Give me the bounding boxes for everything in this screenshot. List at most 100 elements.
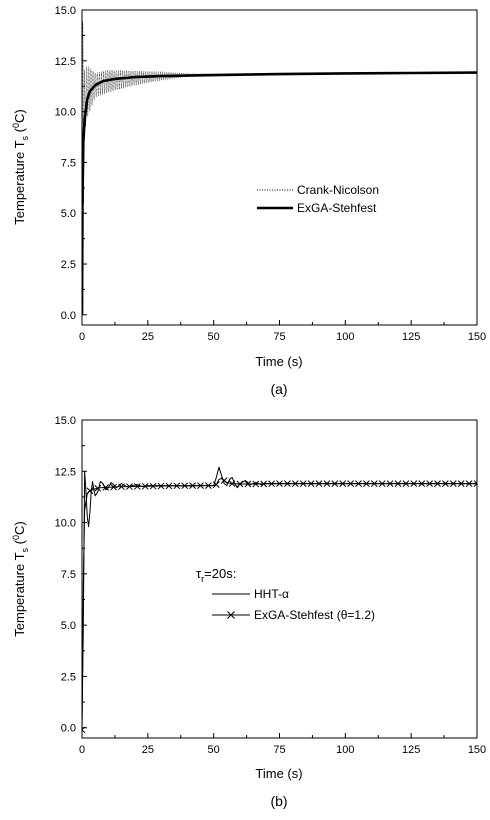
- chart-b-marker-exga-stehfest-1-2: [110, 483, 117, 491]
- chart-b-marker-exga-stehfest-1-2: [268, 480, 275, 488]
- chart-b-marker-exga-stehfest-1-2: [331, 480, 339, 487]
- chart-b-marker-exga-stehfest-1-2: [434, 480, 441, 487]
- chart-b-marker-exga-stehfest-1-2: [394, 480, 402, 487]
- chart-b-marker-exga-stehfest-1-2: [363, 480, 370, 487]
- chart-a-x-tick-label: 75: [273, 331, 285, 343]
- chart-a-x-tick-label: 150: [468, 331, 486, 343]
- chart-b-caption: (b): [270, 793, 287, 809]
- chart-b-y-tick-label: 2.5: [61, 671, 76, 683]
- chart-b-marker-exga-stehfest-1-2: [102, 484, 110, 491]
- chart-b-x-tick-label: 50: [208, 744, 220, 756]
- chart-b-x-tick-label: 150: [468, 744, 486, 756]
- chart-b-marker-exga-stehfest-1-2: [315, 480, 323, 487]
- chart-b-marker-exga-stehfest-1-2: [141, 482, 149, 490]
- chart-b-marker-exga-stehfest-1-2: [149, 482, 157, 490]
- chart-a: 0 25 50 75 100 125 150 0.0 2.5 5.0 7.5 10.0 12.5 15.…: [11, 5, 486, 397]
- chart-a-x-tick-label: 50: [208, 331, 220, 343]
- chart-b-marker-exga-stehfest-1-2: [157, 482, 165, 490]
- chart-b-marker-exga-stehfest-1-2: [410, 480, 418, 487]
- chart-b-marker-exga-stehfest-1-2: [173, 482, 181, 490]
- chart-b-marker-exga-stehfest-1-2: [284, 480, 291, 487]
- chart-b-marker-exga-stehfest-1-2: [378, 480, 386, 487]
- chart-b-marker-exga-stehfest-1-2: [165, 482, 173, 490]
- chart-b-series: [82, 466, 477, 734]
- chart-b-marker-exga-stehfest-1-2: [370, 480, 378, 487]
- chart-a-legend: Crank-Nicolson ExGA-Stehfest: [257, 183, 379, 215]
- chart-b: 0 25 50 75 100 125 150 0.0 2.5 5.0 7.5 10.0 12.5 15.…: [11, 415, 486, 809]
- chart-b-x-tick-label: 100: [336, 744, 354, 756]
- chart-b-marker-exga-stehfest-1-2: [355, 480, 362, 487]
- chart-a-y-axis-label: Temperature Ts (0C): [11, 109, 30, 224]
- chart-b-marker-exga-stehfest-1-2: [220, 477, 228, 484]
- chart-b-x-tick-label: 25: [142, 744, 154, 756]
- chart-b-x-ticks: 0 25 50 75 100 125 150: [79, 733, 486, 756]
- chart-b-y-tick-label: 10.0: [55, 518, 76, 530]
- chart-a-x-tick-label: 125: [402, 331, 420, 343]
- chart-b-marker-exga-stehfest-1-2: [236, 480, 244, 488]
- chart-b-marker-exga-stehfest-1-2: [94, 484, 102, 492]
- chart-a-x-axis-label: Time (s): [255, 354, 302, 369]
- chart-a-y-tick-label: 7.5: [61, 157, 76, 169]
- chart-b-marker-exga-stehfest-1-2: [228, 480, 236, 487]
- chart-a-series: [82, 21, 477, 315]
- chart-b-marker-exga-stehfest-1-2: [323, 480, 331, 487]
- chart-b-y-tick-label: 7.5: [61, 569, 76, 581]
- chart-a-x-tick-label: 0: [79, 331, 85, 343]
- chart-b-y-tick-label: 5.0: [61, 620, 76, 632]
- chart-a-legend-exga-stehfest: ExGA-Stehfest: [297, 201, 377, 215]
- chart-a-y-tick-label: 12.5: [55, 56, 76, 68]
- chart-b-marker-exga-stehfest-1-2: [212, 481, 220, 488]
- chart-b-marker-exga-stehfest-1-2: [465, 480, 473, 487]
- chart-b-marker-exga-stehfest-1-2: [133, 483, 141, 490]
- chart-b-marker-exga-stehfest-1-2: [244, 480, 252, 488]
- chart-b-marker-exga-stehfest-1-2: [86, 487, 94, 495]
- chart-a-y-tick-label: 10.0: [55, 107, 76, 119]
- chart-b-marker-exga-stehfest-1-2: [442, 480, 449, 487]
- chart-b-plot-frame: [81, 419, 478, 739]
- chart-a-x-tick-label: 100: [336, 331, 354, 343]
- chart-b-x-tick-label: 125: [402, 744, 420, 756]
- chart-a-y-tick-label: 2.5: [61, 259, 76, 271]
- chart-b-x-tick-label: 0: [79, 744, 85, 756]
- chart-b-marker-exga-stehfest-1-2: [260, 480, 268, 488]
- chart-b-marker-exga-stehfest-1-2: [449, 480, 457, 487]
- chart-b-legend-marker: [227, 611, 235, 619]
- chart-b-marker-exga-stehfest-1-2: [291, 480, 299, 487]
- chart-b-annotation: τr=20s:: [196, 566, 236, 584]
- chart-b-marker-exga-stehfest-1-2: [126, 483, 133, 490]
- chart-a-y-tick-label: 0.0: [61, 310, 76, 322]
- chart-b-legend-hht-alpha: HHT-α: [254, 587, 289, 601]
- chart-b-marker-exga-stehfest-1-2: [299, 480, 307, 487]
- chart-b-marker-exga-stehfest-1-2: [386, 480, 394, 487]
- chart-b-marker-exga-stehfest-1-2: [307, 480, 315, 487]
- chart-b-y-tick-label: 12.5: [55, 466, 76, 478]
- chart-b-y-tick-label: 15.0: [55, 415, 76, 427]
- chart-b-marker-exga-stehfest-1-2: [252, 480, 260, 488]
- chart-b-legend-exga-stehfest: ExGA-Stehfest (θ=1.2): [254, 608, 375, 622]
- chart-a-y-tick-label: 5.0: [61, 208, 76, 220]
- chart-b-marker-exga-stehfest-1-2: [347, 480, 354, 487]
- chart-b-marker-exga-stehfest-1-2: [473, 480, 477, 487]
- chart-b-marker-exga-stehfest-1-2: [205, 482, 212, 490]
- chart-b-x-tick-label: 75: [273, 744, 285, 756]
- chart-b-legend: HHT-α ExGA-Stehfest (θ=1.2): [212, 587, 375, 622]
- chart-b-marker-exga-stehfest-1-2: [181, 482, 189, 490]
- chart-b-marker-exga-stehfest-1-2: [189, 482, 196, 490]
- chart-b-y-axis-label: Temperature Ts (0C): [11, 521, 30, 636]
- chart-b-series-exga-stehfest-1-2: [82, 477, 477, 730]
- chart-b-marker-exga-stehfest-1-2: [339, 480, 347, 487]
- chart-a-y-ticks: 0.0 2.5 5.0 7.5 10.0 12.5 15.0: [55, 5, 87, 322]
- chart-b-marker-exga-stehfest-1-2: [82, 726, 86, 734]
- chart-b-marker-exga-stehfest-1-2: [118, 483, 125, 491]
- chart-b-marker-exga-stehfest-1-2: [426, 480, 433, 487]
- chart-a-x-tick-label: 25: [142, 331, 154, 343]
- chart-a-series-crank-nicolson: [82, 21, 477, 315]
- chart-a-y-tick-label: 15.0: [55, 5, 76, 17]
- chart-b-y-tick-label: 0.0: [61, 723, 76, 735]
- chart-b-marker-exga-stehfest-1-2: [276, 480, 283, 487]
- chart-a-legend-crank-nicolson: Crank-Nicolson: [297, 183, 379, 197]
- chart-b-marker-exga-stehfest-1-2: [457, 480, 465, 487]
- chart-b-marker-exga-stehfest-1-2: [418, 480, 426, 487]
- chart-a-caption: (a): [270, 381, 287, 397]
